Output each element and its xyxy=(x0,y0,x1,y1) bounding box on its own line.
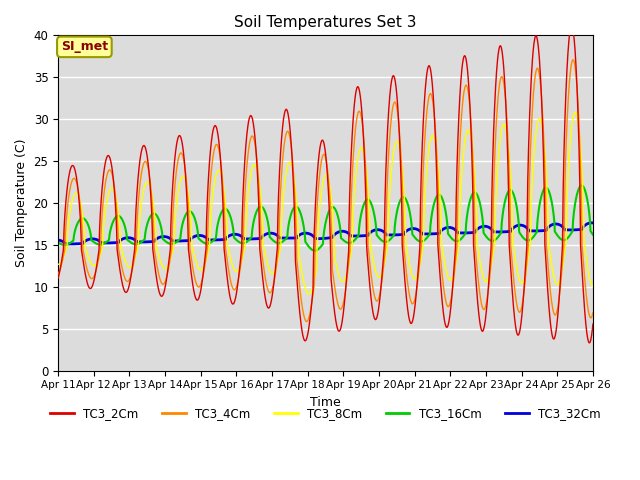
TC3_2Cm xyxy=(557,276,564,282)
TC3_2Cm xyxy=(54,276,62,281)
TC3_16Cm xyxy=(578,182,586,188)
TC3_32Cm xyxy=(542,228,550,233)
TC3_16Cm xyxy=(557,236,564,242)
TC3_4Cm xyxy=(589,310,596,316)
TC3_4Cm xyxy=(557,280,564,286)
Legend: TC3_2Cm, TC3_4Cm, TC3_8Cm, TC3_16Cm, TC3_32Cm: TC3_2Cm, TC3_4Cm, TC3_8Cm, TC3_16Cm, TC3… xyxy=(45,403,605,425)
TC3_2Cm xyxy=(589,321,596,327)
TC3_16Cm xyxy=(542,185,550,191)
TC3_4Cm xyxy=(569,57,577,63)
TC3_2Cm xyxy=(353,87,360,93)
Title: Soil Temperatures Set 3: Soil Temperatures Set 3 xyxy=(234,15,417,30)
TC3_4Cm xyxy=(341,291,349,297)
TC3_2Cm xyxy=(204,199,211,204)
TC3_2Cm xyxy=(542,254,550,260)
TC3_16Cm xyxy=(589,232,596,238)
TC3_4Cm xyxy=(303,319,310,324)
TC3_16Cm xyxy=(204,240,211,246)
TC3_8Cm xyxy=(204,252,211,258)
X-axis label: Time: Time xyxy=(310,396,341,409)
TC3_16Cm xyxy=(341,239,349,244)
Y-axis label: Soil Temperature (C): Soil Temperature (C) xyxy=(15,139,28,267)
TC3_32Cm xyxy=(353,233,360,239)
TC3_2Cm xyxy=(481,322,488,327)
TC3_16Cm xyxy=(481,232,489,238)
TC3_8Cm xyxy=(589,283,596,289)
Line: TC3_2Cm: TC3_2Cm xyxy=(58,26,593,343)
TC3_8Cm xyxy=(572,109,579,115)
TC3_32Cm xyxy=(204,236,211,242)
Line: TC3_16Cm: TC3_16Cm xyxy=(58,185,593,251)
TC3_4Cm xyxy=(54,271,62,277)
TC3_2Cm xyxy=(568,23,575,29)
TC3_16Cm xyxy=(353,235,360,241)
Line: TC3_4Cm: TC3_4Cm xyxy=(58,60,593,322)
TC3_2Cm xyxy=(341,297,349,302)
Line: TC3_32Cm: TC3_32Cm xyxy=(58,223,593,244)
TC3_32Cm xyxy=(589,220,596,226)
TC3_2Cm xyxy=(586,340,593,346)
TC3_8Cm xyxy=(481,278,489,284)
TC3_32Cm xyxy=(557,223,564,228)
Text: SI_met: SI_met xyxy=(61,40,108,53)
TC3_4Cm xyxy=(353,117,360,122)
TC3_8Cm xyxy=(341,276,349,282)
TC3_8Cm xyxy=(353,165,360,170)
TC3_32Cm xyxy=(588,220,595,226)
TC3_8Cm xyxy=(557,274,564,280)
TC3_4Cm xyxy=(542,207,550,213)
TC3_32Cm xyxy=(481,223,489,229)
TC3_4Cm xyxy=(204,246,211,252)
TC3_16Cm xyxy=(311,248,319,253)
TC3_4Cm xyxy=(481,305,489,311)
Line: TC3_8Cm: TC3_8Cm xyxy=(58,112,593,294)
TC3_16Cm xyxy=(54,240,62,245)
TC3_32Cm xyxy=(341,229,349,235)
TC3_8Cm xyxy=(305,291,313,297)
TC3_32Cm xyxy=(54,237,62,243)
TC3_8Cm xyxy=(542,164,550,169)
TC3_8Cm xyxy=(54,262,62,267)
TC3_32Cm xyxy=(65,241,73,247)
